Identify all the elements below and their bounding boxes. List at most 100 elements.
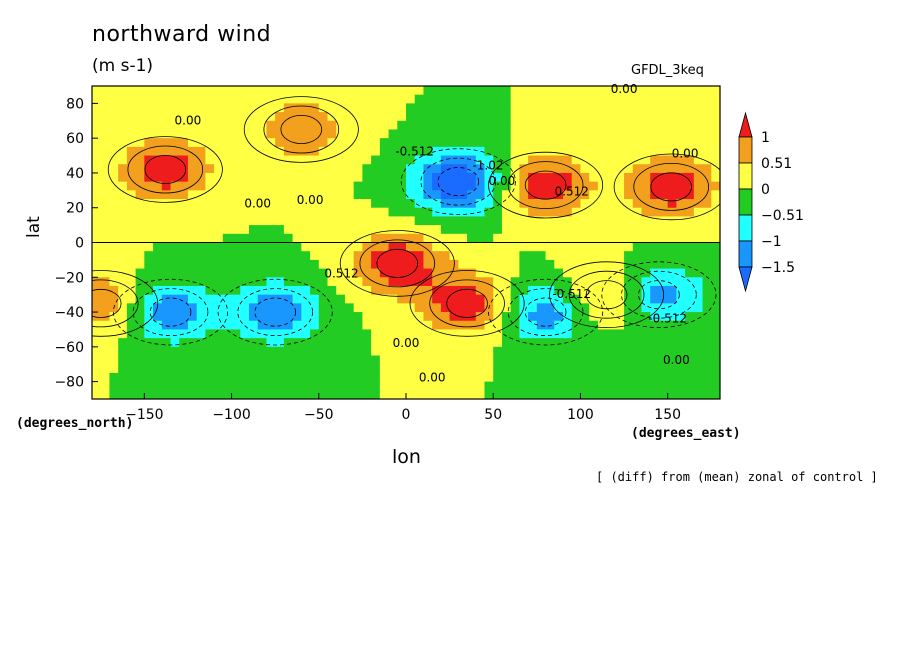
field-cell [658,338,669,348]
field-cell [545,225,555,235]
field-cell [580,155,590,165]
field-cell [580,129,590,139]
field-cell [222,138,233,148]
field-cell [414,112,425,122]
field-cell [563,364,573,374]
field-cell [554,364,564,374]
field-cell [702,216,712,226]
field-cell [388,164,398,174]
field-cell [545,303,555,313]
field-cell [597,251,608,261]
field-cell [449,303,459,313]
field-cell [711,225,720,235]
field-cell [432,294,442,304]
field-cell [432,112,442,122]
field-cell [109,285,119,296]
field-cell [161,320,172,331]
field-cell [650,181,660,191]
field-cell [336,277,346,287]
field-cell [327,285,337,296]
field-cell [179,86,189,96]
field-cell [240,346,250,357]
field-cell [414,120,425,131]
field-cell [475,172,486,183]
field-cell [153,172,163,183]
field-cell [493,216,503,226]
field-cell [275,112,285,122]
field-cell [161,225,172,235]
field-cell [135,277,145,287]
field-cell [231,164,241,174]
field-cell [144,381,154,391]
field-cell [161,364,172,374]
field-cell [676,312,686,322]
field-cell [667,320,677,331]
field-cell [109,172,119,183]
field-cell [528,372,538,383]
field-cell [580,138,590,148]
field-cell [371,172,381,183]
field-cell [528,146,538,157]
field-cell [196,225,206,235]
field-cell [205,233,215,244]
field-cell [536,120,547,131]
field-cell [397,138,407,148]
field-cell [475,312,486,322]
field-cell [406,146,416,157]
field-cell [388,285,398,296]
field-cell [283,251,294,261]
field-cell [301,155,311,165]
field-cell [318,103,329,113]
field-cell [379,129,390,139]
field-cell [650,225,660,235]
field-cell [144,120,154,131]
field-cell [493,86,503,96]
field-cell [493,207,503,218]
field-cell [615,129,625,139]
field-cell [545,216,555,226]
field-cell [484,277,494,287]
field-cell [685,172,695,183]
field-cell [379,312,390,322]
contour-line [549,261,665,329]
colorbar-arrow-bottom [738,266,753,293]
field-cell [432,233,442,244]
field-cell [240,94,250,104]
field-cell [493,146,503,157]
field-cell [135,364,145,374]
field-cell [135,251,145,261]
field-cell [344,303,355,313]
field-cell [632,207,643,218]
field-cell [501,277,512,287]
field-cell [475,216,486,226]
field-cell [685,338,695,348]
field-cell [693,251,704,261]
field-cell [362,242,372,252]
field-cell [484,285,494,296]
field-cell [275,320,285,331]
field-cell [423,355,433,365]
y-tick-label: 40 [66,166,84,182]
field-cell [711,268,720,278]
field-cell [397,190,407,200]
contour-line [92,288,122,318]
field-cell [711,338,720,348]
field-cell [702,146,712,157]
field-cell [693,86,704,96]
field-cell [257,216,268,226]
field-cell [510,190,520,200]
field-cell [135,146,145,157]
field-cell [467,381,477,391]
field-cell [144,268,154,278]
field-cell [641,390,651,399]
field-cell [170,146,180,157]
field-cell [458,120,468,131]
field-cell [397,285,407,296]
field-cell [109,277,119,287]
field-cell [344,146,355,157]
field-cell [519,390,529,399]
field-cell [92,112,102,122]
field-cell [240,242,250,252]
field-cell [423,338,433,348]
field-cell [554,268,564,278]
